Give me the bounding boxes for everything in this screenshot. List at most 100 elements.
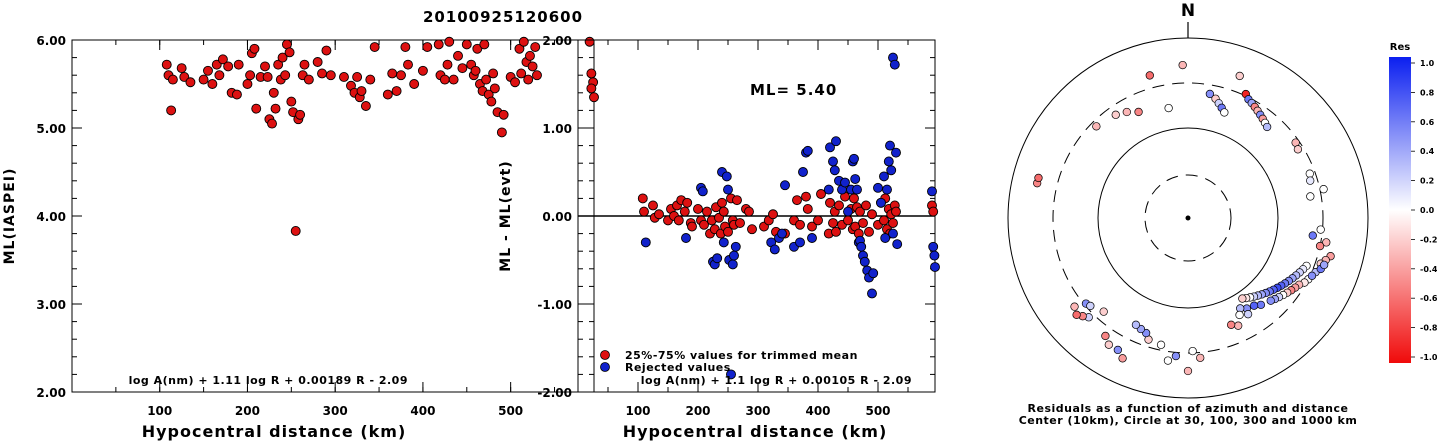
data-point: [843, 215, 853, 226]
data-point: [879, 215, 889, 226]
panel-ml-iaspei: 100 200 300 400 500 2.00 3.00 4.00 5.00 6.00 ML(I…: [2, 34, 599, 441]
polar-point: [1092, 122, 1101, 131]
data-point: [856, 241, 867, 252]
legend-marker-trimmed: [600, 350, 610, 360]
data-point: [726, 369, 736, 380]
polar-point: [1234, 321, 1243, 330]
data-point: [673, 215, 684, 226]
data-point: [679, 206, 690, 217]
x-tick-label: 400: [410, 404, 435, 418]
data-point: [823, 184, 834, 195]
data-point: [356, 86, 367, 96]
data-point: [834, 200, 844, 211]
polar-point: [1164, 103, 1173, 113]
data-point: [891, 147, 901, 158]
data-point: [867, 288, 877, 299]
data-point: [699, 219, 709, 230]
data-point: [496, 127, 507, 138]
x-tick-label: 100: [147, 404, 172, 418]
colorbar-tick-label: 0.6: [1420, 118, 1435, 127]
data-point: [769, 244, 780, 255]
y-tick-label: 4.00: [36, 210, 66, 224]
polar-point: [1319, 185, 1328, 194]
x-tick-label: 400: [805, 404, 830, 418]
data-point: [267, 118, 277, 129]
data-point: [864, 226, 874, 237]
y-tick-label: 1.00: [542, 122, 572, 136]
data-point: [654, 209, 664, 220]
polar-points: [1033, 60, 1335, 376]
data-point: [498, 109, 509, 120]
y-tick-label: -1.00: [537, 298, 572, 312]
data-point: [721, 171, 732, 182]
data-point: [518, 36, 529, 47]
polar-point: [1099, 307, 1108, 316]
data-point: [825, 142, 835, 153]
data-point: [481, 74, 492, 85]
data-point: [339, 72, 349, 82]
panel2-xlabel: Hypocentral distance (km): [623, 422, 888, 441]
polar-point: [1256, 300, 1266, 310]
polar-point: [1131, 320, 1141, 329]
colorbar-tick-label: -0.8: [1420, 324, 1437, 333]
data-point: [387, 68, 398, 79]
polar-point: [1196, 353, 1205, 363]
data-point: [813, 215, 823, 226]
data-point: [245, 70, 256, 81]
data-point: [217, 54, 228, 65]
data-point: [930, 262, 940, 272]
legend-marker-rejected: [600, 362, 610, 372]
ring-30km: [1144, 174, 1232, 262]
polar-point: [1113, 345, 1123, 355]
data-point: [795, 237, 805, 248]
data-point: [693, 204, 703, 214]
data-point: [242, 79, 253, 89]
data-point: [886, 165, 897, 176]
data-point: [299, 59, 310, 70]
polar-point: [1315, 241, 1325, 251]
polar-point: [1306, 176, 1315, 185]
data-point: [802, 204, 813, 214]
polar-point: [1034, 173, 1043, 183]
figure-title: 20100925120600: [423, 8, 583, 26]
data-point: [681, 233, 691, 243]
panel-azimuth-polar: N Residuals as a function of azimuth and…: [1007, 1, 1369, 427]
polar-point: [1122, 107, 1131, 117]
data-point: [730, 241, 741, 252]
data-point: [889, 59, 900, 70]
panel1-ylabel: ML(IASPEI): [2, 168, 18, 265]
data-point: [251, 103, 262, 114]
data-point: [433, 39, 444, 50]
polar-caption-line2: Center (10km), Circle at 30, 100, 300 an…: [1019, 414, 1358, 427]
panel2-ml-annotation: ML= 5.40: [750, 81, 837, 99]
data-point: [880, 233, 891, 243]
panel1-ticks: 100 200 300 400 500 2.00 3.00 4.00 5.00 6.00: [36, 34, 594, 418]
data-point: [825, 197, 835, 208]
polar-point: [1086, 301, 1095, 311]
data-point: [325, 70, 336, 81]
polar-point: [1156, 340, 1166, 349]
data-point: [768, 209, 778, 220]
data-point: [321, 45, 332, 56]
data-point: [486, 96, 497, 107]
polar-point: [1188, 346, 1197, 356]
panel1-formula: log A(nm) + 1.11 log R + 0.00189 R - 2.0…: [129, 374, 408, 387]
data-point: [697, 186, 708, 197]
data-point: [802, 145, 813, 156]
polar-point: [1101, 331, 1110, 341]
data-point: [807, 233, 817, 243]
data-point: [510, 77, 520, 88]
data-point: [888, 218, 898, 228]
colorbar-gradient: [1389, 57, 1411, 363]
data-point: [883, 156, 894, 167]
data-point: [723, 184, 733, 195]
polar-point: [1306, 192, 1315, 201]
data-point: [855, 206, 865, 217]
data-point: [396, 70, 406, 81]
colorbar-tick-label: 0.0: [1420, 206, 1435, 215]
ring-1000km: [1007, 37, 1369, 399]
data-point: [277, 52, 288, 63]
data-point: [718, 206, 729, 217]
data-point: [798, 167, 808, 177]
data-point: [400, 42, 411, 52]
